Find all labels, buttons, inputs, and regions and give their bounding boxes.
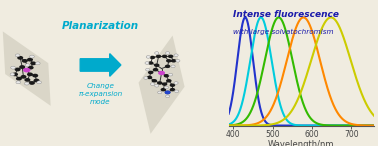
- Circle shape: [15, 54, 20, 57]
- Circle shape: [22, 59, 28, 63]
- Circle shape: [170, 88, 175, 91]
- Circle shape: [25, 82, 29, 85]
- Polygon shape: [139, 35, 184, 134]
- Circle shape: [158, 71, 165, 75]
- Circle shape: [150, 83, 155, 85]
- Circle shape: [166, 79, 172, 82]
- Text: Change
π-expansion
mode: Change π-expansion mode: [78, 83, 122, 105]
- Circle shape: [162, 55, 167, 58]
- Circle shape: [174, 54, 178, 57]
- Circle shape: [10, 73, 15, 76]
- Circle shape: [23, 68, 31, 72]
- Circle shape: [16, 77, 22, 81]
- Circle shape: [174, 82, 178, 84]
- Circle shape: [24, 78, 30, 82]
- Circle shape: [164, 86, 169, 89]
- Circle shape: [158, 91, 162, 94]
- Circle shape: [27, 58, 33, 62]
- X-axis label: Wavelength/nm: Wavelength/nm: [268, 140, 335, 146]
- Circle shape: [37, 81, 42, 84]
- FancyArrow shape: [80, 54, 121, 76]
- Circle shape: [34, 79, 40, 82]
- Circle shape: [157, 81, 163, 85]
- Circle shape: [166, 52, 170, 54]
- Circle shape: [147, 76, 152, 79]
- Circle shape: [32, 74, 38, 78]
- Circle shape: [27, 72, 33, 76]
- Circle shape: [28, 66, 34, 69]
- Polygon shape: [3, 31, 51, 106]
- Circle shape: [161, 88, 166, 91]
- Circle shape: [169, 73, 173, 76]
- Circle shape: [145, 62, 149, 64]
- Circle shape: [11, 66, 15, 69]
- Circle shape: [36, 62, 40, 65]
- Circle shape: [12, 72, 18, 76]
- Circle shape: [166, 95, 170, 98]
- Circle shape: [20, 75, 26, 79]
- Circle shape: [171, 59, 177, 62]
- Circle shape: [29, 55, 34, 58]
- Circle shape: [153, 68, 158, 71]
- Circle shape: [17, 56, 23, 60]
- Circle shape: [25, 64, 30, 67]
- Circle shape: [146, 56, 150, 58]
- Circle shape: [164, 91, 170, 94]
- Circle shape: [152, 79, 157, 82]
- Circle shape: [148, 71, 153, 74]
- Circle shape: [19, 65, 25, 69]
- Circle shape: [29, 81, 35, 85]
- Circle shape: [162, 82, 167, 86]
- Circle shape: [16, 81, 20, 84]
- Text: Planarization: Planarization: [62, 21, 139, 31]
- Circle shape: [168, 55, 174, 58]
- Circle shape: [154, 64, 160, 67]
- Circle shape: [144, 77, 148, 79]
- Circle shape: [164, 74, 169, 78]
- Text: Intense fluorescence: Intense fluorescence: [233, 10, 339, 19]
- Circle shape: [165, 91, 170, 94]
- Circle shape: [155, 84, 159, 87]
- Circle shape: [156, 55, 161, 58]
- Circle shape: [176, 59, 180, 62]
- Circle shape: [150, 56, 155, 59]
- Circle shape: [165, 65, 170, 68]
- Circle shape: [30, 61, 36, 65]
- Circle shape: [155, 52, 159, 54]
- Text: with large solvatochromism: with large solvatochromism: [233, 29, 334, 35]
- Circle shape: [15, 68, 21, 71]
- Circle shape: [171, 65, 175, 68]
- Circle shape: [175, 90, 179, 93]
- Circle shape: [148, 61, 153, 65]
- Circle shape: [146, 68, 150, 71]
- Circle shape: [170, 84, 175, 87]
- Circle shape: [166, 59, 172, 62]
